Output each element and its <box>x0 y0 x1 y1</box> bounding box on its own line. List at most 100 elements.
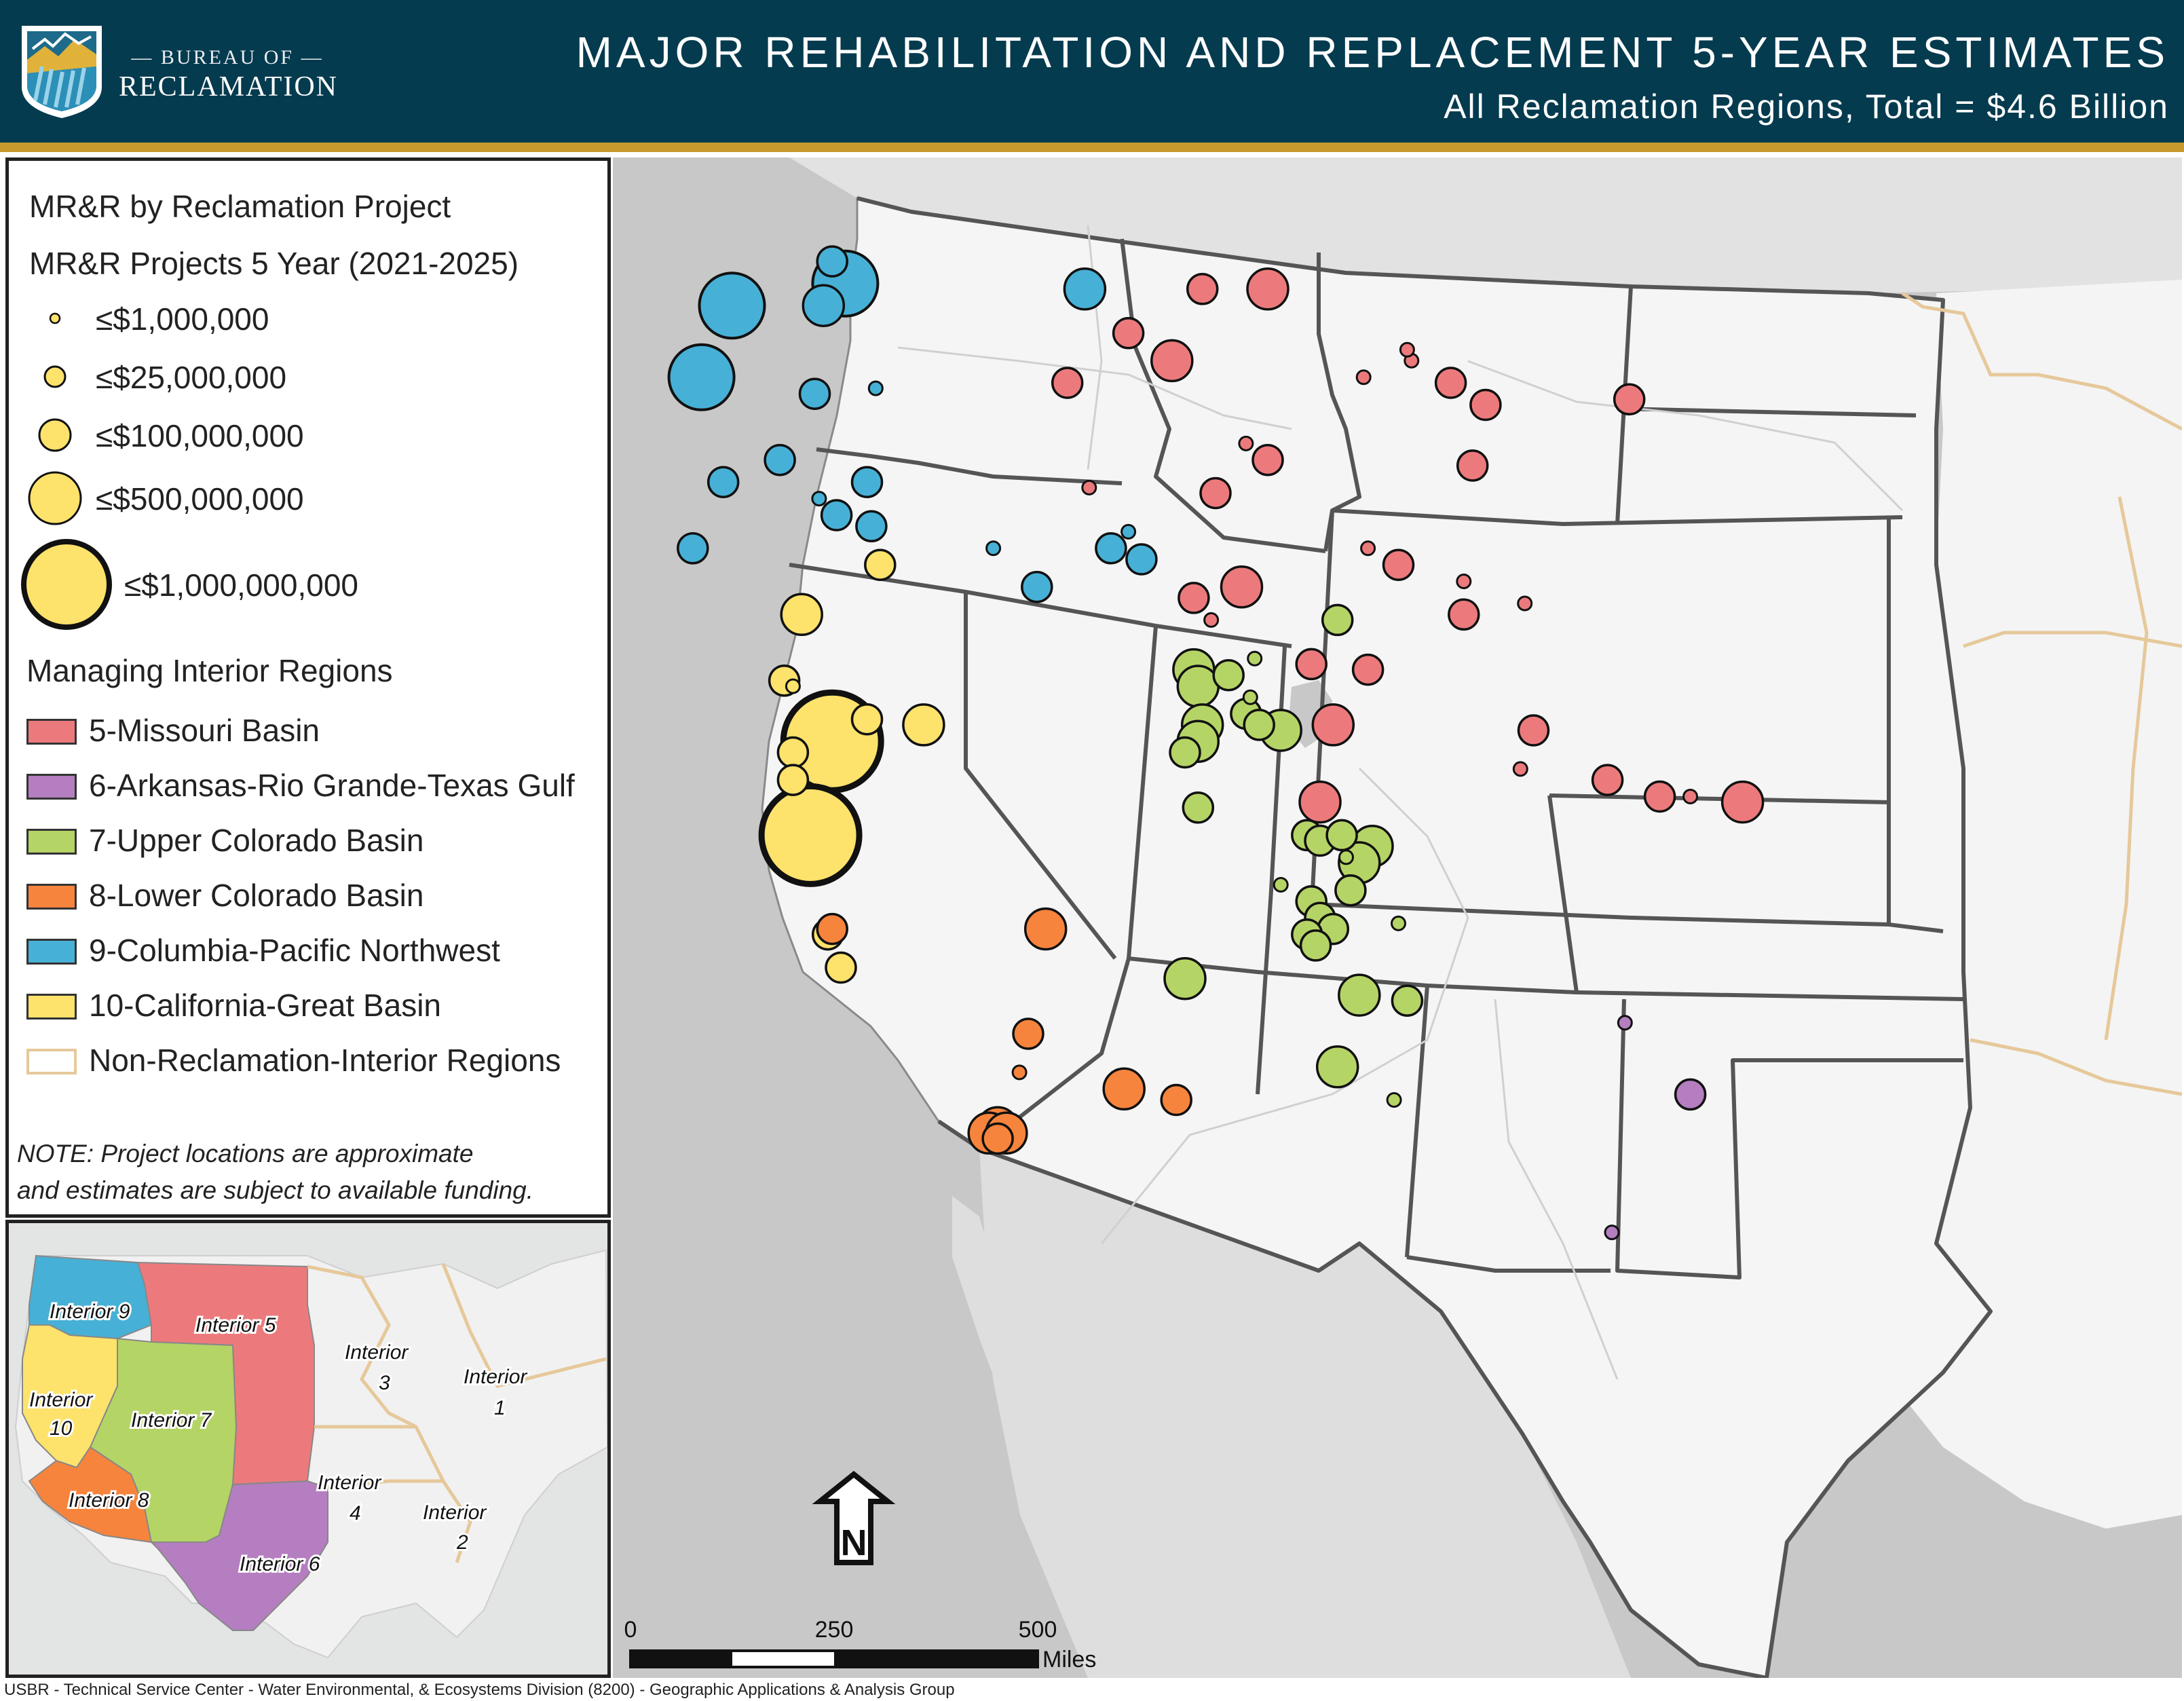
project-point-region-7[interactable] <box>1321 603 1354 637</box>
project-point-region-10[interactable] <box>864 548 897 581</box>
project-point-region-10[interactable] <box>776 764 810 796</box>
project-point-region-9[interactable] <box>764 443 796 476</box>
project-point-region-9[interactable] <box>816 245 848 278</box>
project-point-region-7[interactable] <box>1243 709 1275 741</box>
project-point-region-10[interactable] <box>785 678 801 694</box>
project-point-region-10[interactable] <box>902 703 945 747</box>
project-point-region-5[interactable] <box>1203 612 1220 628</box>
project-point-region-5[interactable] <box>1448 598 1480 631</box>
project-point-region-7[interactable] <box>1182 791 1215 824</box>
project-point-region-9[interactable] <box>698 272 766 340</box>
project-point-region-7[interactable] <box>1334 874 1367 907</box>
project-point-region-5[interactable] <box>1517 714 1550 747</box>
project-point-region-10[interactable] <box>780 593 823 637</box>
project-point-region-5[interactable] <box>1199 476 1232 510</box>
project-point-region-7[interactable] <box>1299 929 1332 962</box>
project-point-region-5[interactable] <box>1512 761 1528 777</box>
agency-name: RECLAMATION <box>119 71 338 102</box>
project-point-region-9[interactable] <box>1095 532 1127 565</box>
project-point-region-5[interactable] <box>1186 273 1219 305</box>
project-point-region-7[interactable] <box>1169 736 1201 769</box>
project-point-region-7[interactable] <box>1273 877 1289 893</box>
project-point-region-5[interactable] <box>1112 317 1145 350</box>
project-point-region-5[interactable] <box>1517 595 1533 612</box>
project-point-region-5[interactable] <box>1246 267 1289 311</box>
legend-title: MR&R by Reclamation Project <box>29 189 451 224</box>
project-point-region-7[interactable] <box>1325 819 1358 852</box>
project-point-region-9[interactable] <box>1125 543 1158 576</box>
header-accent-stripe <box>0 143 2184 152</box>
project-point-region-5[interactable] <box>1643 780 1676 813</box>
project-point-region-10[interactable] <box>776 736 810 769</box>
project-point-region-5[interactable] <box>1382 548 1415 581</box>
project-point-region-9[interactable] <box>820 499 853 531</box>
region-swatch-5 <box>26 719 77 745</box>
project-point-region-9[interactable] <box>850 466 884 498</box>
project-point-region-9[interactable] <box>855 510 888 543</box>
project-point-region-9[interactable] <box>798 377 831 410</box>
project-point-region-9[interactable] <box>707 466 740 498</box>
project-point-region-5[interactable] <box>1456 449 1489 482</box>
project-point-region-5[interactable] <box>1295 648 1328 681</box>
project-point-region-5[interactable] <box>1311 703 1355 747</box>
project-point-region-9[interactable] <box>985 540 1002 557</box>
main-map[interactable]: N 0 250 500 Miles <box>613 157 2182 1678</box>
mexico-land <box>979 1148 1631 1678</box>
project-point-region-8[interactable] <box>816 912 848 946</box>
project-point-region-7[interactable] <box>1176 665 1220 708</box>
project-point-region-9[interactable] <box>1121 523 1137 540</box>
project-point-region-5[interactable] <box>1360 540 1376 557</box>
project-point-region-8[interactable] <box>1012 1017 1044 1050</box>
project-point-region-9[interactable] <box>1021 570 1053 603</box>
project-point-region-7[interactable] <box>1242 689 1258 705</box>
project-point-region-10[interactable] <box>850 703 884 736</box>
region-label-8: 8-Lower Colorado Basin <box>89 878 424 913</box>
project-point-region-8[interactable] <box>981 1122 1014 1155</box>
project-point-region-9[interactable] <box>667 343 736 411</box>
project-point-region-5[interactable] <box>1150 339 1194 383</box>
project-point-region-9[interactable] <box>867 380 884 396</box>
project-point-region-5[interactable] <box>1355 369 1372 386</box>
project-point-region-5[interactable] <box>1720 780 1765 824</box>
project-point-region-7[interactable] <box>1391 984 1424 1017</box>
project-point-region-5[interactable] <box>1613 383 1646 416</box>
project-point-region-8[interactable] <box>1102 1067 1146 1111</box>
project-point-region-5[interactable] <box>1591 764 1624 796</box>
project-point-region-5[interactable] <box>1399 341 1415 358</box>
project-point-region-7[interactable] <box>1212 658 1245 692</box>
project-point-region-5[interactable] <box>1434 367 1467 399</box>
project-point-region-5[interactable] <box>1456 574 1472 589</box>
project-point-region-8[interactable] <box>1160 1083 1192 1117</box>
project-point-region-5[interactable] <box>1178 582 1210 614</box>
project-point-region-5[interactable] <box>1238 435 1254 451</box>
project-point-region-5[interactable] <box>1051 367 1084 399</box>
regions-title: Managing Interior Regions <box>26 653 393 688</box>
project-point-region-7[interactable] <box>1247 650 1263 667</box>
project-point-region-5[interactable] <box>1298 780 1342 824</box>
project-point-region-6[interactable] <box>1674 1078 1707 1111</box>
project-point-region-5[interactable] <box>1081 479 1097 496</box>
project-point-region-9[interactable] <box>811 491 827 507</box>
project-point-region-8[interactable] <box>1023 907 1068 951</box>
project-point-region-5[interactable] <box>1682 789 1699 804</box>
region-label-5: 5-Missouri Basin <box>89 713 320 748</box>
project-point-region-7[interactable] <box>1338 973 1381 1017</box>
project-point-region-9[interactable] <box>802 284 846 327</box>
project-point-region-7[interactable] <box>1386 1092 1402 1108</box>
rivers <box>897 225 1904 1380</box>
project-point-region-10[interactable] <box>758 783 863 887</box>
project-point-region-7[interactable] <box>1315 1045 1359 1089</box>
project-point-region-5[interactable] <box>1351 653 1385 686</box>
project-point-region-5[interactable] <box>1220 565 1264 609</box>
project-point-region-7[interactable] <box>1338 849 1354 865</box>
project-point-region-9[interactable] <box>1063 267 1107 311</box>
project-point-region-5[interactable] <box>1251 443 1284 476</box>
project-point-region-6[interactable] <box>1604 1225 1620 1241</box>
project-point-region-5[interactable] <box>1469 388 1502 422</box>
project-point-region-8[interactable] <box>1011 1064 1028 1081</box>
project-point-region-6[interactable] <box>1617 1015 1633 1031</box>
project-point-region-7[interactable] <box>1163 956 1207 1001</box>
project-point-region-9[interactable] <box>677 532 709 565</box>
project-point-region-7[interactable] <box>1391 915 1406 931</box>
project-point-region-10[interactable] <box>825 951 857 984</box>
